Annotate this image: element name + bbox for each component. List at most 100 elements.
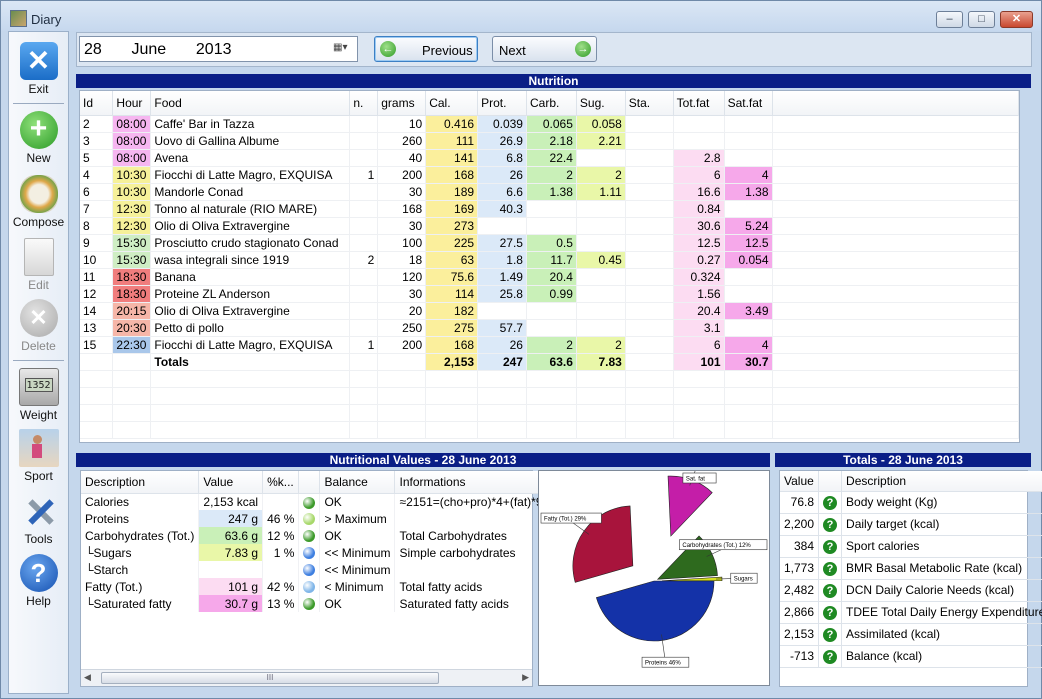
table-row[interactable]: 13 20:30 Petto di pollo 250 275 57.7 3.1 <box>80 319 1020 337</box>
column-header[interactable]: Food <box>150 91 351 116</box>
column-header[interactable]: Sug. <box>576 91 626 116</box>
list-item[interactable]: 1,773? BMR Basal Metabolic Rate (kcal) <box>780 557 1042 580</box>
sidebar-item-new[interactable]: + New <box>9 111 68 165</box>
date-month[interactable]: June <box>131 41 167 58</box>
list-item[interactable]: Fatty (Tot.) 101 g 42 % < Minimum Total fatt… <box>81 578 548 595</box>
status-dot-icon <box>303 530 316 543</box>
table-row[interactable]: 10 15:30 wasa integrali since 1919 2 18 63 1.8… <box>80 251 1020 269</box>
list-item[interactable]: 76.8? Body weight (Kg) <box>780 491 1042 514</box>
list-item[interactable]: 2,153? Assimilated (kcal) <box>780 623 1042 646</box>
sidebar-item-compose[interactable]: Compose <box>9 175 68 229</box>
minimize-button[interactable]: – <box>936 11 963 28</box>
cell-sug <box>576 268 626 286</box>
cell-id: 10 <box>80 251 114 269</box>
column-header[interactable]: Tot.fat <box>673 91 725 116</box>
total-n <box>349 353 379 371</box>
table-row[interactable]: 6 10:30 Mandorle Conad 30 189 6.6 1.38 1.11 16.6… <box>80 183 1020 201</box>
column-header[interactable]: Description <box>81 471 200 494</box>
list-item[interactable]: Proteins 247 g 46 % > Maximum <box>81 510 548 527</box>
total-description: TDEE Total Daily Energy Expenditure <box>841 601 1042 624</box>
delete-icon: ✕ <box>19 299 58 337</box>
next-button[interactable]: Next → <box>492 36 597 62</box>
column-header[interactable]: Id <box>80 91 114 116</box>
nv-info: Total Carbohydrates <box>394 527 548 544</box>
column-header[interactable]: Hour <box>112 91 152 116</box>
scroll-thumb[interactable]: III <box>101 672 439 684</box>
table-row[interactable]: 15 22:30 Fiocchi di Latte Magro, EXQUISA 1 2… <box>80 336 1020 354</box>
column-header[interactable]: %k... <box>262 471 300 494</box>
table-row[interactable]: 9 15:30 Prosciutto crudo stagionato Conad 1… <box>80 234 1020 252</box>
table-row[interactable]: 7 12:30 Tonno al naturale (RIO MARE) 168 169… <box>80 200 1020 218</box>
table-row[interactable]: 2 08:00 Caffe' Bar in Tazza 10 0.416 0.039 0.0… <box>80 115 1020 133</box>
total-status: ? <box>818 557 843 580</box>
calendar-dropdown-icon[interactable]: ▦▾ <box>333 42 348 53</box>
sidebar-item-tools[interactable]: Tools <box>9 492 68 546</box>
column-header[interactable]: Cal. <box>425 91 479 116</box>
column-header[interactable]: Value <box>780 471 820 492</box>
column-header[interactable]: Sat.fat <box>724 91 773 116</box>
sidebar-item-sport[interactable]: Sport <box>9 429 68 483</box>
empty-cell <box>377 370 427 388</box>
cell-id: 2 <box>80 115 114 133</box>
close-button[interactable]: ✕ <box>1000 11 1033 28</box>
list-item[interactable]: 2,200? Daily target (kcal) <box>780 513 1042 536</box>
sidebar-item-weight[interactable]: 1352 Weight <box>9 368 68 422</box>
cell-grams: 250 <box>377 319 427 337</box>
cell-cal: 114 <box>425 285 479 303</box>
scroll-right-icon[interactable]: ▶ <box>522 672 529 682</box>
horizontal-scrollbar[interactable]: ◀ III ▶ <box>81 669 532 686</box>
date-picker[interactable]: 28 June 2013 ▦▾ <box>79 36 358 62</box>
list-item[interactable]: 384? Sport calories <box>780 535 1042 558</box>
empty-row <box>80 421 1020 439</box>
list-item[interactable]: └Saturated fatty 30.7 g 13 % OK Saturated fa… <box>81 595 548 612</box>
list-item[interactable]: └Starch << Minimum <box>81 561 548 578</box>
date-day[interactable]: 28 <box>84 41 102 58</box>
table-row[interactable]: 3 08:00 Uovo di Gallina Albume 260 111 26.9 2.… <box>80 132 1020 150</box>
list-item[interactable]: 2,866? TDEE Total Daily Energy Expenditur… <box>780 601 1042 624</box>
table-row[interactable]: 11 18:30 Banana 120 75.6 1.49 20.4 0.324 <box>80 268 1020 286</box>
column-header[interactable]: n. <box>349 91 379 116</box>
nv-percent: 12 % <box>262 527 300 544</box>
column-header[interactable]: Value <box>198 471 264 494</box>
table-row[interactable]: 8 12:30 Olio di Oliva Extravergine 30 273 30.… <box>80 217 1020 235</box>
sidebar-item-help[interactable]: ? Help <box>9 554 68 608</box>
total-value: 384 <box>780 535 820 558</box>
empty-cell <box>425 421 479 439</box>
column-header[interactable] <box>298 471 321 494</box>
column-header[interactable]: Description <box>841 471 1042 492</box>
sidebar-item-edit[interactable]: Edit <box>9 238 68 292</box>
column-header[interactable] <box>818 471 843 492</box>
column-header[interactable]: Informations <box>394 471 548 494</box>
column-header[interactable]: Sta. <box>625 91 674 116</box>
cell-sta <box>625 285 674 303</box>
sidebar-item-delete[interactable]: ✕ Delete <box>9 299 68 353</box>
list-item[interactable]: Calories 2,153 kcal OK ≈2151=(cho+pro)*4+(f… <box>81 493 548 510</box>
list-item[interactable]: 2,482? DCN Daily Calorie Needs (kcal) <box>780 579 1042 602</box>
table-row[interactable]: 12 18:30 Proteine ZL Anderson 30 114 25.8 0.99… <box>80 285 1020 303</box>
table-row[interactable]: 5 08:00 Avena 40 141 6.8 22.4 2.8 <box>80 149 1020 167</box>
scale-icon: 1352 <box>18 368 59 406</box>
cell-id: 7 <box>80 200 114 218</box>
column-header[interactable]: grams <box>377 91 427 116</box>
cell-n <box>349 319 379 337</box>
sidebar-item-exit[interactable]: ✕ Exit <box>9 42 68 96</box>
cell-id: 3 <box>80 132 114 150</box>
nv-value: 101 g <box>198 578 264 595</box>
date-year[interactable]: 2013 <box>195 41 232 58</box>
list-item[interactable]: Carbohydrates (Tot.) 63.6 g 12 % OK Total Ca… <box>81 527 548 544</box>
table-row[interactable]: 4 10:30 Fiocchi di Latte Magro, EXQUISA 1 20… <box>80 166 1020 184</box>
empty-cell <box>526 421 577 439</box>
table-row[interactable]: 14 20:15 Olio di Oliva Extravergine 20 182 20… <box>80 302 1020 320</box>
previous-button[interactable]: ← Previous <box>374 36 478 62</box>
status-dot-icon <box>303 564 316 577</box>
column-header[interactable]: Carb. <box>526 91 577 116</box>
list-item[interactable]: -713? Balance (kcal) <box>780 645 1042 668</box>
scroll-left-icon[interactable]: ◀ <box>84 672 91 682</box>
column-header[interactable]: Balance <box>319 471 396 494</box>
cell-spacer <box>772 132 1020 150</box>
column-header[interactable]: Prot. <box>477 91 527 116</box>
maximize-button[interactable]: □ <box>968 11 995 28</box>
cell-grams: 120 <box>377 268 427 286</box>
cell-satfat <box>724 285 773 303</box>
